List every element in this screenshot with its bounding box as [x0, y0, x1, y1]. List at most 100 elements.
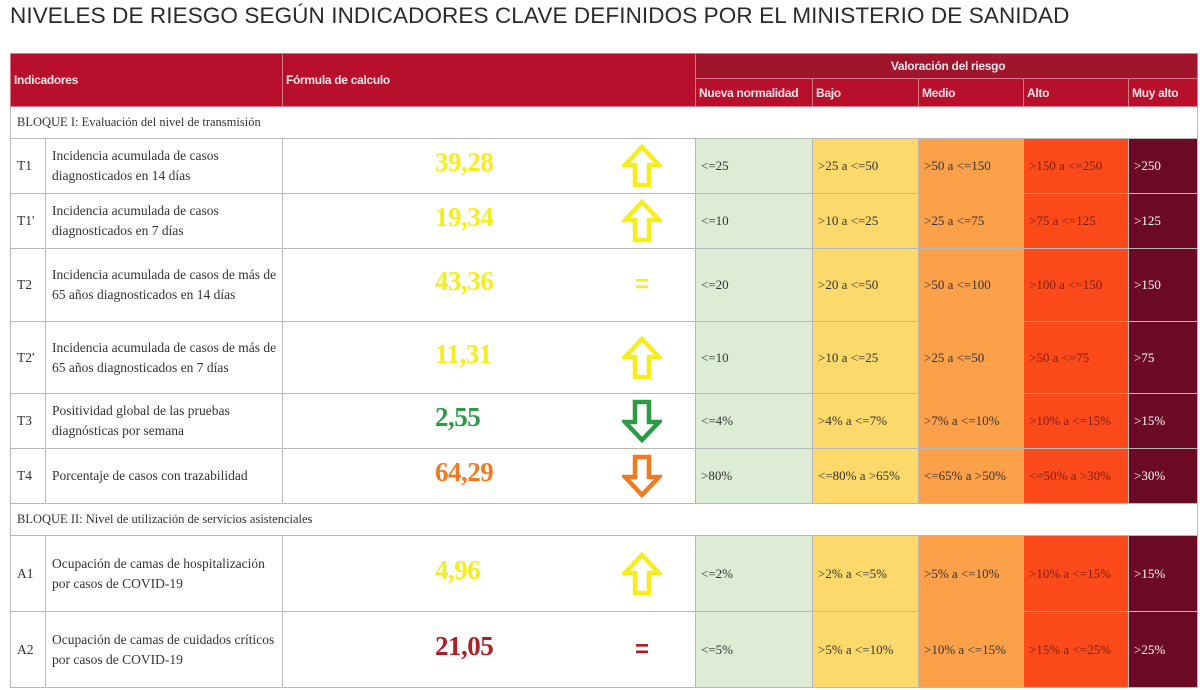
- indicator-row: A1 Ocupación de camas de hospitalización …: [10, 535, 1199, 612]
- level-bajo: >20 a <=50: [812, 248, 919, 322]
- level-alto: >100 a <=150: [1023, 248, 1129, 322]
- level-muy-alto: >75: [1127, 321, 1199, 394]
- level-medio: <=65% a >50%: [918, 448, 1024, 504]
- level-medio: >50 a <=100: [918, 248, 1024, 322]
- level-medio: >5% a <=10%: [918, 535, 1024, 612]
- indicator-description: Ocupación de camas de hospitalización po…: [45, 535, 283, 612]
- block-header-row: BLOQUE II: Nivel de utilización de servi…: [9, 503, 1199, 536]
- down-arrow-icon: [620, 454, 664, 498]
- down-arrow-icon: [620, 399, 664, 443]
- block-label: BLOQUE II: Nivel de utilización de servi…: [9, 503, 1199, 536]
- level-nueva-normalidad: <=10: [695, 321, 813, 394]
- up-arrow-icon: [620, 551, 664, 596]
- level-medio: >50 a <=150: [918, 138, 1024, 194]
- indicator-row: T4 Porcentaje de casos con trazabilidad 64…: [10, 448, 1199, 504]
- level-alto: >15% a <=25%: [1023, 611, 1129, 688]
- level-muy-alto: >250: [1127, 138, 1199, 194]
- indicator-row: T1' Incidencia acumulada de casos diagnos…: [10, 193, 1199, 249]
- indicator-row: T2 Incidencia acumulada de casos de más d…: [10, 248, 1199, 322]
- block-header-row: BLOQUE I: Evaluación del nivel de transm…: [9, 106, 1199, 139]
- header-indicadores: Indicadores: [10, 53, 283, 107]
- header-muy-alto: Muy alto: [1127, 78, 1199, 107]
- indicator-code: T2: [10, 248, 46, 322]
- indicator-description: Porcentaje de casos con trazabilidad: [45, 448, 283, 504]
- page-title: NIVELES DE RIESGO SEGÚN INDICADORES CLAV…: [10, 3, 1070, 28]
- level-alto: >150 a <=250: [1023, 138, 1129, 194]
- level-bajo: <=80% a >65%: [812, 448, 919, 504]
- level-alto: <=50% a >30%: [1023, 448, 1129, 504]
- indicator-code: T1: [10, 138, 46, 194]
- formula-cell: 11,31: [282, 321, 696, 394]
- indicator-value: 11,31: [435, 338, 492, 369]
- indicator-description: Ocupación de camas de cuidados críticos …: [45, 611, 283, 688]
- level-alto: >10% a <=15%: [1023, 535, 1129, 612]
- header-nueva-normalidad: Nueva normalidad: [695, 78, 813, 107]
- level-alto: >50 a <=75: [1023, 321, 1129, 394]
- indicator-row: T2' Incidencia acumulada de casos de más …: [10, 321, 1199, 394]
- level-bajo: >5% a <=10%: [812, 611, 919, 688]
- indicator-description: Incidencia acumulada de casos de más de …: [45, 321, 283, 394]
- level-medio: >7% a <=10%: [918, 393, 1024, 449]
- level-nueva-normalidad: <=5%: [695, 611, 813, 688]
- indicator-description: Incidencia acumulada de casos de más de …: [45, 248, 283, 322]
- indicator-value: 43,36: [435, 265, 494, 296]
- up-arrow-icon: [620, 199, 664, 243]
- level-muy-alto: >25%: [1127, 611, 1199, 688]
- header-alto: Alto: [1023, 78, 1129, 107]
- indicator-row: T3 Positividad global de las pruebas diag…: [10, 393, 1199, 449]
- level-alto: >75 a <=125: [1023, 193, 1129, 249]
- level-nueva-normalidad: <=25: [695, 138, 813, 194]
- indicator-code: T2': [10, 321, 46, 394]
- header-valoracion: Valoración del riesgo: [694, 52, 1199, 80]
- level-medio: >10% a <=15%: [918, 611, 1024, 688]
- level-medio: >25 a <=50: [918, 321, 1024, 394]
- level-bajo: >25 a <=50: [812, 138, 919, 194]
- level-medio: >25 a <=75: [918, 193, 1024, 249]
- formula-cell: 4,96: [282, 535, 696, 612]
- formula-cell: 2,55: [282, 393, 696, 449]
- indicator-value: 39,28: [435, 146, 494, 177]
- indicator-value: 21,05: [435, 630, 494, 661]
- level-nueva-normalidad: >80%: [695, 448, 813, 504]
- up-arrow-icon: [620, 144, 664, 188]
- indicator-value: 4,96: [435, 554, 481, 585]
- indicator-description: Incidencia acumulada de casos diagnostic…: [45, 193, 283, 249]
- header-bajo: Bajo: [812, 78, 919, 107]
- up-arrow-icon: [620, 335, 664, 380]
- indicator-row: T1 Incidencia acumulada de casos diagnost…: [10, 138, 1199, 194]
- indicator-value: 64,29: [435, 456, 494, 487]
- equal-icon: =: [634, 271, 649, 298]
- level-muy-alto: >150: [1127, 248, 1199, 322]
- level-bajo: >4% a <=7%: [812, 393, 919, 449]
- indicator-code: T4: [10, 448, 46, 504]
- formula-cell: 21,05 =: [282, 611, 696, 688]
- indicator-code: A2: [10, 611, 46, 688]
- block-label: BLOQUE I: Evaluación del nivel de transm…: [9, 106, 1199, 139]
- level-bajo: >10 a <=25: [812, 193, 919, 249]
- indicator-code: A1: [10, 535, 46, 612]
- indicator-code: T1': [10, 193, 46, 249]
- level-muy-alto: >125: [1127, 193, 1199, 249]
- level-muy-alto: >30%: [1127, 448, 1199, 504]
- level-bajo: >10 a <=25: [812, 321, 919, 394]
- indicator-value: 2,55: [435, 401, 481, 432]
- level-muy-alto: >15%: [1127, 393, 1199, 449]
- level-nueva-normalidad: <=20: [695, 248, 813, 322]
- indicator-description: Positividad global de las pruebas diagnó…: [45, 393, 283, 449]
- indicator-row: A2 Ocupación de camas de cuidados crítico…: [10, 611, 1199, 688]
- level-alto: >10% a <=15%: [1023, 393, 1129, 449]
- level-nueva-normalidad: <=10: [695, 193, 813, 249]
- formula-cell: 19,34: [282, 193, 696, 249]
- level-bajo: >2% a <=5%: [812, 535, 919, 612]
- level-nueva-normalidad: <=4%: [695, 393, 813, 449]
- indicator-code: T3: [10, 393, 46, 449]
- risk-levels-table: Indicadores Fórmula de calculo Valoració…: [9, 52, 1199, 688]
- header-formula: Fórmula de calculo: [282, 53, 696, 107]
- formula-cell: 43,36 =: [282, 248, 696, 322]
- equal-icon: =: [634, 635, 649, 663]
- level-muy-alto: >15%: [1127, 535, 1199, 612]
- level-nueva-normalidad: <=2%: [695, 535, 813, 612]
- formula-cell: 64,29: [282, 448, 696, 504]
- formula-cell: 39,28: [282, 138, 696, 194]
- header-medio: Medio: [918, 78, 1024, 107]
